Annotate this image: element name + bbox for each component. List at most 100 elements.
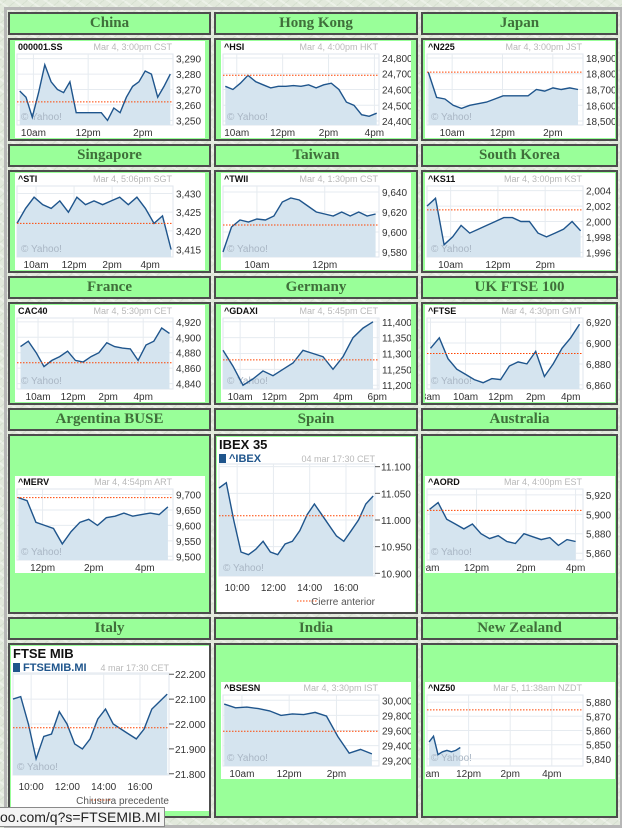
chart-china[interactable]: 000001.SS Mar 4, 3:00pm CST 10am 12pm 2pm 3,2… [14,41,205,139]
y-tick-label: 11,350 [382,334,411,345]
y-tick-label: 11,400 [382,318,411,329]
chart-new-zealand[interactable]: ^NZ50 Mar 5, 11:38am NZDT 10am 12pm 2pm 4pm 5,… [414,682,615,780]
series-line [12,693,168,762]
y-tick-label: 24,700 [382,70,411,81]
x-tick-label: 4pm [542,769,561,779]
series-area [20,328,169,389]
series-area [430,324,579,389]
series-line [426,196,581,247]
market-grid: China Hong Kong Japan 000001.SS Mar 4, 3:… [8,12,618,818]
y-tick-label: 5,860 [586,727,611,738]
x-tick-label: 10am [425,563,440,573]
y-tick-label: 3,420 [176,227,201,238]
series-area [224,704,372,766]
y-tick-label: 18,800 [586,70,615,81]
y-tick-label: 3,415 [176,246,201,257]
y-tick-label: 18,500 [586,117,615,128]
cell-hong-kong: ^HSI Mar 4, 4:00pm HKT 10am 12pm 2pm 4pm 24,80… [214,38,418,141]
yahoo-watermark: © Yahoo! [223,563,264,574]
series-area [429,502,576,560]
chart-india[interactable]: ^BSESN Mar 4, 3:30pm IST 10am 12pm 2pm 30,000… [221,682,413,780]
series-line [427,71,578,110]
cell-japan: ^N225 Mar 4, 3:00pm JST 10am 12pm 2pm 18,900 1… [421,38,618,141]
chart-singapore[interactable]: ^STI Mar 4, 5:06pm SGT 10am 12pm 2pm 4pm 3,430… [14,173,205,271]
chart-italy[interactable]: FTSE MIB FTSEMIB.MI 4 mar 17:30 CET 10:00 12… [10,646,209,811]
y-tick-label: 9,600 [176,521,201,532]
y-tick-label: 9,700 [176,490,201,501]
chart-svg: ^STI Mar 4, 5:06pm SGT 10am 12pm 2pm 4pm 3,430… [15,174,201,271]
chart-hong-kong[interactable]: ^HSI Mar 4, 4:00pm HKT 10am 12pm 2pm 4pm 24,80… [221,41,413,139]
symbol-label: ^NZ50 [428,683,455,693]
x-tick-label: 12pm [61,260,86,270]
series-area [12,694,167,775]
chart-south-korea[interactable]: ^KS11 Mar 4, 3:00pm KST 10am 12pm 2pm 2,004 2,… [424,173,615,271]
x-tick-label: 4pm [140,260,159,270]
y-tick-label: 3,260 [176,101,201,112]
y-tick-label: 6,860 [586,381,611,392]
series-line [19,326,170,368]
chart-svg: CAC40 Mar 4, 5:30pm CET 10am 12pm 2pm 4pm 4,92… [16,306,201,403]
chart-svg: ^AORD Mar 4, 4:00pm EST 10am 12pm 2pm 4pm 5,92… [414,477,611,574]
series-line [428,734,461,756]
y-tick-label: 2,004 [586,187,611,198]
timestamp: Mar 4, 5:06pm SGT [92,174,172,184]
chart-germany[interactable]: ^GDAXI Mar 4, 5:45pm CET 10am 12pm 2pm 4pm 6pm… [221,305,412,403]
y-tick-label: 4,840 [176,380,201,391]
legend-label: Cierre anterior [311,597,376,608]
heading-singapore: Singapore [8,144,211,167]
y-tick-label: 24,600 [382,86,411,97]
chart-taiwan[interactable]: ^TWII Mar 4, 1:30pm CST 10am 12pm 9,640 9,620… [221,173,411,271]
y-tick-label: 3,425 [176,208,201,219]
chart-australia[interactable]: ^AORD Mar 4, 4:00pm EST 10am 12pm 2pm 4pm 5,92… [414,475,615,574]
y-tick-label: 6,920 [586,318,611,329]
chart-france[interactable]: CAC40 Mar 4, 5:30pm CET 10am 12pm 2pm 4pm 4,92… [14,305,205,403]
heading-japan: Japan [421,12,618,35]
chart-japan[interactable]: ^N225 Mar 4, 3:00pm JST 10am 12pm 2pm 18,900 1… [424,41,617,139]
x-tick-label: 2pm [543,128,562,138]
y-tick-label: 22.100 [175,695,206,706]
y-tick-label: 9,640 [382,188,407,199]
x-tick-label: 2pm [299,392,318,402]
y-tick-label: 22.000 [175,720,206,731]
x-tick-label: 12pm [464,563,489,573]
timestamp: Mar 4, 5:45pm CET [299,306,378,316]
series-swatch [12,663,20,672]
y-tick-label: 5,860 [586,549,611,560]
y-tick-label: 3,250 [176,116,201,127]
chart-uk[interactable]: ^FTSE Mar 4, 4:30pm GMT 8am 10am 12pm 2pm 4pm 6… [420,305,615,403]
y-tick-label: 11.050 [381,489,411,500]
yahoo-watermark: © Yahoo! [431,547,472,558]
timestamp: Mar 4, 4:30pm GMT [501,306,582,316]
symbol-label: FTSEMIB.MI [23,662,87,674]
chart-svg: ^GDAXI Mar 4, 5:45pm CET 10am 12pm 2pm 4pm 6pm… [222,306,412,403]
timestamp: Mar 4, 5:30pm CET [93,306,172,316]
symbol-label: 000001.SS [18,42,63,52]
y-tick-label: 4,920 [176,318,201,329]
chart-svg: ^FTSE Mar 4, 4:30pm GMT 8am 10am 12pm 2pm 4pm 6… [420,306,611,403]
timestamp: 4 mar 17:30 CET [100,663,169,673]
yahoo-watermark: © Yahoo! [431,244,472,255]
chart-argentina[interactable]: ^MERV Mar 4, 4:54pm ART 12pm 2pm 4pm 9,700 9,6… [14,475,205,574]
heading-france: France [8,276,211,299]
series-area [427,72,578,125]
chart-svg: ^HSI Mar 4, 4:00pm HKT 10am 12pm 2pm 4pm 24,80… [222,42,413,139]
chart-spain[interactable]: IBEX 35 ^IBEX 04 mar 17:30 CET 10:00 12:00 14… [217,437,415,612]
x-tick-label: 10:00 [225,583,250,594]
yahoo-watermark: © Yahoo! [227,753,268,764]
symbol-label: ^AORD [428,477,460,487]
cell-china: 000001.SS Mar 4, 3:00pm CST 10am 12pm 2pm 3,2… [8,38,211,141]
y-tick-label: 2,000 [586,218,611,229]
y-tick-label: 22.200 [175,670,206,681]
y-tick-label: 29,600 [382,727,411,738]
x-tick-label: 4pm [135,563,154,573]
y-tick-label: 10.950 [381,543,412,554]
x-tick-label: 10am [25,392,50,402]
series-area [223,321,373,389]
x-tick-label: 10am [244,260,269,270]
y-tick-label: 9,620 [382,208,407,219]
yahoo-watermark: © Yahoo! [431,753,472,764]
x-tick-label: 12pm [488,392,513,402]
x-tick-label: 4pm [365,128,384,138]
chart-title: FTSE MIB [13,646,74,661]
